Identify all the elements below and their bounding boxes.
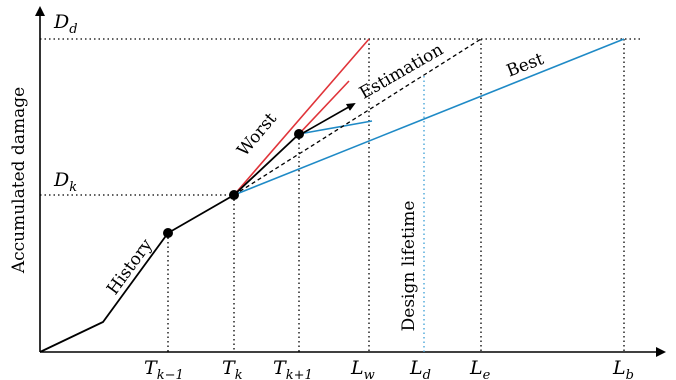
- tkm1-point: [163, 228, 173, 238]
- estimation-label: Estimation: [356, 40, 447, 104]
- tk-point: [229, 190, 239, 200]
- best-line-short: [298, 120, 373, 135]
- worst-line-lower: [298, 80, 350, 135]
- best-label: Best: [504, 49, 547, 81]
- le-label: Le: [469, 357, 491, 380]
- dk-label: Dk: [53, 169, 77, 195]
- tk-label: Tk: [222, 357, 243, 380]
- lb-label: Lb: [612, 357, 634, 380]
- observed-segment: [233, 133, 300, 196]
- worst-label: Worst: [233, 109, 281, 160]
- tkp1-label: Tk+1: [273, 357, 313, 380]
- best-line: [233, 38, 625, 196]
- worst-line-upper: [233, 38, 370, 196]
- ld-label: Ld: [409, 357, 431, 380]
- lw-label: Lw: [350, 357, 375, 380]
- y-axis-label: Accumulated damage: [9, 87, 29, 274]
- history-curve: [39, 194, 235, 353]
- history-label: History: [103, 235, 157, 299]
- estimation-arrow: [302, 103, 356, 134]
- dd-label: Dd: [53, 11, 78, 37]
- design-lifetime-label: Design lifetime: [399, 201, 419, 332]
- tkm1-label: Tk−1: [144, 357, 184, 380]
- tkp1-point: [294, 129, 304, 139]
